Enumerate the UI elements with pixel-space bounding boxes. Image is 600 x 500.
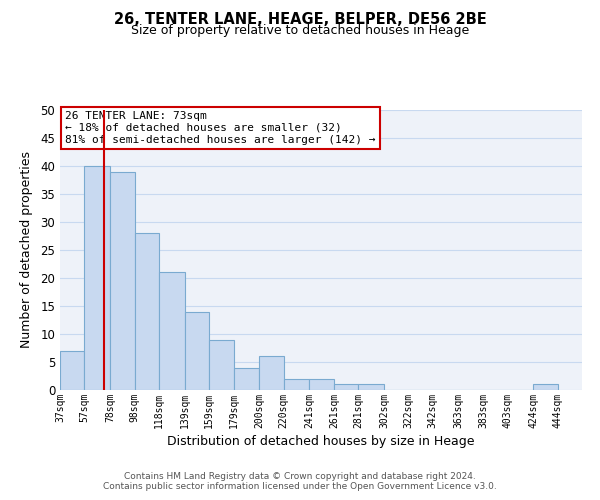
Y-axis label: Number of detached properties: Number of detached properties: [20, 152, 34, 348]
Bar: [358, 384, 384, 390]
Bar: [159, 272, 185, 390]
X-axis label: Distribution of detached houses by size in Heage: Distribution of detached houses by size …: [167, 435, 475, 448]
Text: Size of property relative to detached houses in Heage: Size of property relative to detached ho…: [131, 24, 469, 37]
Bar: [310, 379, 334, 390]
Bar: [134, 233, 159, 390]
Bar: [533, 384, 557, 390]
Text: 26, TENTER LANE, HEAGE, BELPER, DE56 2BE: 26, TENTER LANE, HEAGE, BELPER, DE56 2BE: [113, 12, 487, 28]
Text: Contains public sector information licensed under the Open Government Licence v3: Contains public sector information licen…: [103, 482, 497, 491]
Bar: [209, 340, 233, 390]
Bar: [110, 172, 134, 390]
Bar: [334, 384, 358, 390]
Bar: [185, 312, 209, 390]
Bar: [284, 379, 310, 390]
Bar: [85, 166, 110, 390]
Bar: [60, 351, 85, 390]
Text: Contains HM Land Registry data © Crown copyright and database right 2024.: Contains HM Land Registry data © Crown c…: [124, 472, 476, 481]
Text: 26 TENTER LANE: 73sqm
← 18% of detached houses are smaller (32)
81% of semi-deta: 26 TENTER LANE: 73sqm ← 18% of detached …: [65, 112, 376, 144]
Bar: [259, 356, 284, 390]
Bar: [233, 368, 259, 390]
